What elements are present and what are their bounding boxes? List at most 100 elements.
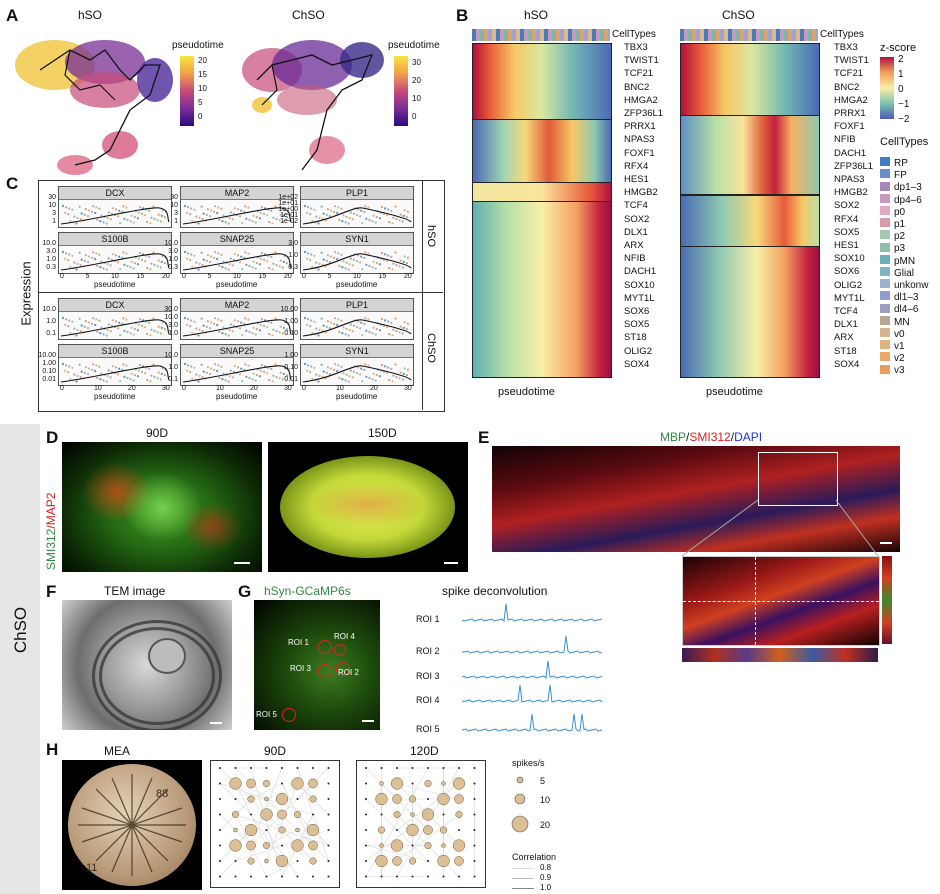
correlation-line: [396, 814, 460, 862]
expression-point: [61, 316, 65, 320]
expression-point: [390, 209, 393, 212]
expression-point: [348, 329, 351, 332]
expression-point: [244, 205, 247, 208]
expression-point: [375, 327, 378, 331]
facet-ytick: 10.00: [38, 352, 56, 359]
expression-point: [401, 220, 404, 223]
expression-point: [163, 374, 166, 377]
facet-ytick: 0.01: [284, 376, 298, 383]
gene-label: TCF4: [624, 200, 648, 212]
expression-point: [341, 378, 344, 381]
facet-xlabel: pseudotime: [216, 392, 258, 401]
facet-ytick: 1.00: [284, 352, 298, 359]
expression-point: [73, 215, 76, 218]
celltype-name: v1: [894, 341, 905, 352]
expression-point: [341, 220, 344, 223]
expression-point: [148, 209, 151, 212]
expression-point: [107, 211, 110, 214]
expression-point: [201, 218, 204, 221]
electrode-activity-dot: [275, 792, 289, 806]
electrode-activity-dot: [375, 854, 388, 868]
electrode-activity-dot: [441, 843, 446, 848]
expression-point: [371, 378, 374, 381]
expression-point: [241, 380, 244, 383]
electrode-activity-dot: [390, 777, 404, 790]
expression-point: [342, 260, 345, 263]
expression-point: [92, 363, 95, 366]
expression-point: [262, 212, 266, 215]
electrode-activity-dot: [219, 782, 221, 785]
expression-trend-line: [182, 207, 292, 225]
expression-point: [65, 318, 68, 321]
zscore-tick: −1: [898, 99, 910, 110]
electrode-activity-dot: [234, 767, 237, 769]
electrode-activity-dot: [327, 798, 330, 800]
facet-ytick: 10.0: [42, 306, 56, 313]
expression-point: [156, 377, 159, 380]
expression-point: [133, 327, 136, 331]
expression-point: [114, 254, 118, 257]
expression-point: [213, 322, 216, 325]
electrode-activity-dot: [380, 813, 383, 816]
expression-point: [163, 328, 166, 331]
facet-ytick: 0.1: [46, 330, 56, 337]
electrode-activity-dot: [421, 808, 435, 821]
expression-point: [95, 206, 98, 209]
expression-point: [233, 253, 236, 256]
expression-point: [268, 220, 271, 224]
gene-label: HMGB2: [834, 187, 868, 199]
expression-point: [390, 367, 393, 370]
expression-point: [91, 322, 94, 325]
expression-point: [384, 319, 387, 322]
chso-heatmap-block-4: [680, 246, 820, 378]
expression-point: [360, 321, 363, 324]
electrode-activity-dot: [234, 860, 237, 862]
expression-point: [260, 318, 264, 321]
electrode-activity-dot: [262, 841, 271, 850]
expression-point: [95, 364, 98, 367]
expression-point: [285, 216, 288, 219]
expression-point: [259, 323, 262, 326]
expression-point: [150, 328, 153, 331]
expression-point: [99, 220, 102, 223]
expression-point: [258, 375, 261, 378]
gene-label: PRRX1: [834, 108, 866, 119]
electrode-activity-dot: [365, 829, 367, 831]
celltype-name: dp1–3: [894, 182, 922, 194]
electrode-activity-dot: [262, 779, 271, 788]
electrode-activity-dot: [234, 798, 237, 800]
expression-point: [220, 365, 223, 368]
electrode-activity-dot: [327, 860, 330, 862]
electrode-activity-dot: [219, 798, 221, 800]
expression-point: [309, 371, 312, 374]
celltype-legend-item: v1: [880, 336, 905, 354]
electrode-activity-dot: [473, 844, 476, 847]
panel-g-title: hSyn-GCaMP6s: [264, 584, 351, 598]
expression-point: [114, 366, 118, 369]
expression-point: [222, 214, 225, 217]
electrode-activity-dot: [265, 829, 268, 831]
expression-point: [146, 332, 149, 336]
facet-ytick: 0.3: [46, 264, 56, 271]
electrode-activity-dot: [327, 767, 330, 769]
size-legend-20: 20: [540, 820, 551, 830]
expression-point: [222, 326, 225, 329]
expression-point: [313, 320, 316, 323]
electrode-activity-dot: [458, 829, 460, 831]
expression-point: [232, 258, 235, 261]
electrode-activity-dot: [365, 782, 367, 785]
electrode-activity-dot: [396, 767, 398, 769]
expression-point: [92, 251, 95, 254]
panel-d-150d-image: [268, 442, 468, 572]
correlation-line: [266, 783, 298, 862]
expression-point: [394, 317, 397, 320]
expression-facet-hso-syn1: SYN1: [300, 232, 414, 274]
expression-point: [285, 328, 288, 331]
panel-d-left-title: 90D: [146, 426, 169, 440]
expression-point: [333, 368, 336, 371]
electrode-activity-dot: [265, 875, 268, 878]
expression-point: [201, 376, 204, 379]
expression-point: [126, 218, 129, 222]
expression-point: [229, 257, 232, 260]
expression-point: [236, 254, 240, 257]
